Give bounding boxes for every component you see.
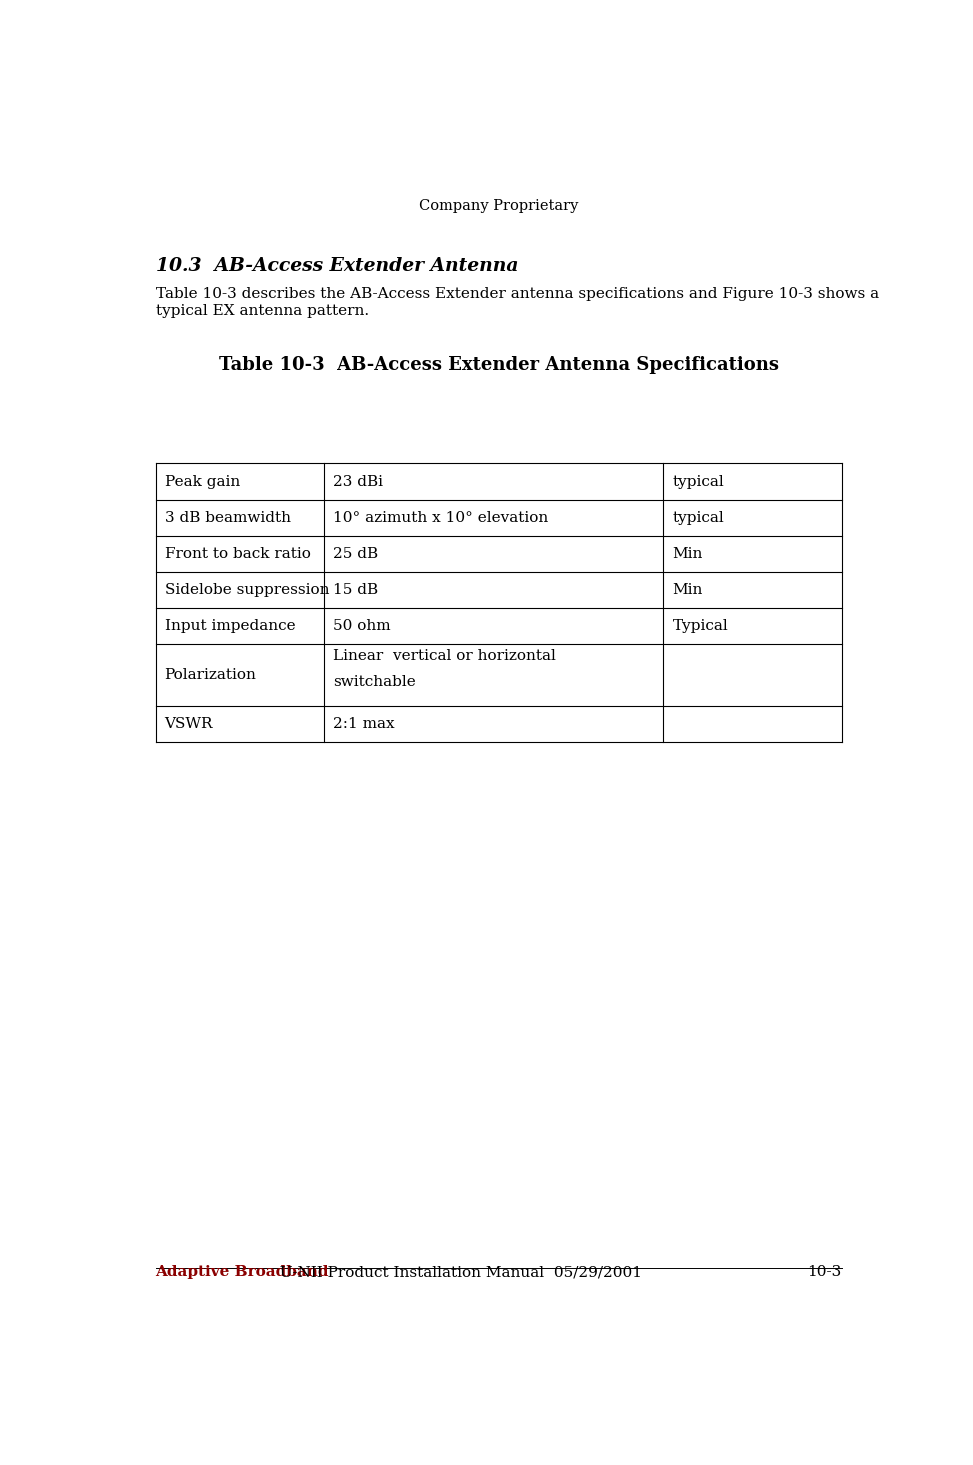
Text: typical: typical	[672, 475, 724, 488]
Text: 10° azimuth x 10° elevation: 10° azimuth x 10° elevation	[333, 511, 548, 524]
Text: 10-3: 10-3	[808, 1266, 842, 1279]
Text: VSWR: VSWR	[164, 716, 213, 731]
Text: Input impedance: Input impedance	[164, 618, 295, 633]
Text: Min: Min	[672, 583, 703, 596]
Text: Front to back ratio: Front to back ratio	[164, 546, 310, 561]
Text: U-NII Product Installation Manual  05/29/2001: U-NII Product Installation Manual 05/29/…	[270, 1266, 642, 1279]
Text: Linear  vertical or horizontal: Linear vertical or horizontal	[333, 649, 556, 662]
Text: Peak gain: Peak gain	[164, 475, 240, 488]
Text: 23 dBi: 23 dBi	[333, 475, 382, 488]
Text: typical: typical	[672, 511, 724, 524]
Text: Min: Min	[672, 546, 703, 561]
Text: 3 dB beamwidth: 3 dB beamwidth	[164, 511, 291, 524]
Text: 2:1 max: 2:1 max	[333, 716, 394, 731]
Text: Typical: Typical	[672, 618, 728, 633]
Text: Adaptive Broadband: Adaptive Broadband	[156, 1266, 329, 1279]
Text: switchable: switchable	[333, 675, 415, 689]
Text: Sidelobe suppression: Sidelobe suppression	[164, 583, 329, 596]
Text: Company Proprietary: Company Proprietary	[419, 199, 578, 214]
Text: Table 10-3 describes the AB-Access Extender antenna specifications and Figure 10: Table 10-3 describes the AB-Access Exten…	[156, 287, 879, 318]
Text: 10.3  AB-Access Extender Antenna: 10.3 AB-Access Extender Antenna	[156, 256, 518, 275]
Text: 50 ohm: 50 ohm	[333, 618, 390, 633]
Text: 25 dB: 25 dB	[333, 546, 378, 561]
Text: Polarization: Polarization	[164, 668, 257, 683]
Text: 15 dB: 15 dB	[333, 583, 378, 596]
Text: Table 10-3  AB-Access Extender Antenna Specifications: Table 10-3 AB-Access Extender Antenna Sp…	[219, 356, 778, 374]
